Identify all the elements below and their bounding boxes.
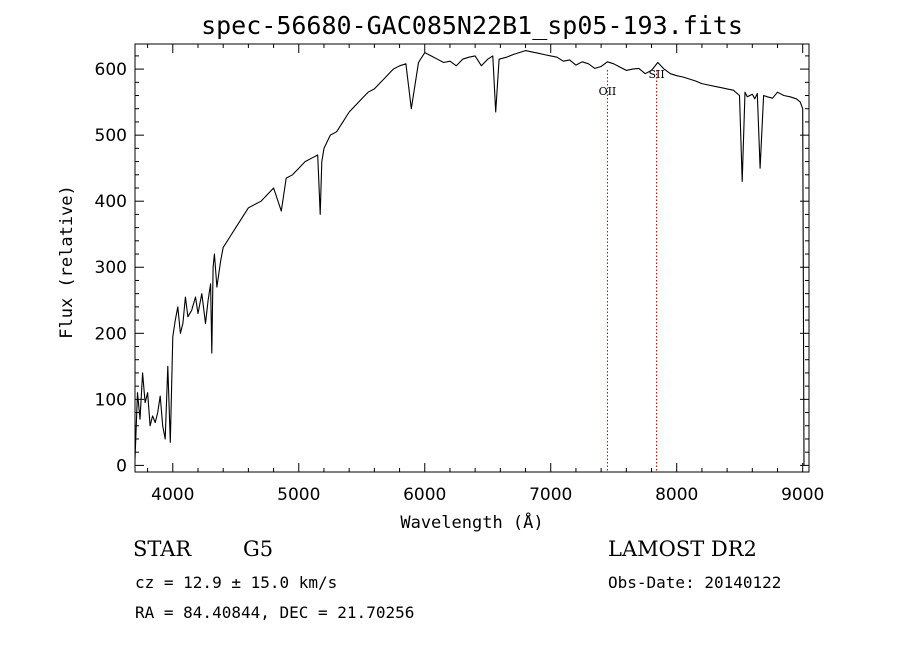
- y-tick-label: 0: [116, 456, 127, 476]
- y-tick-label: 400: [95, 192, 127, 212]
- coordinates-text: RA = 84.40844, DEC = 21.70256: [135, 603, 415, 622]
- survey-name: LAMOST DR2: [608, 537, 757, 561]
- obs-date-text: Obs-Date: 20140122: [608, 573, 782, 592]
- line-marker-label: SII: [648, 68, 664, 81]
- redshift-text: cz = 12.9 ± 15.0 km/s: [135, 573, 338, 592]
- x-tick-label: 7000: [529, 485, 572, 505]
- spectral-subclass: G5: [243, 537, 274, 561]
- chart-title: spec-56680-GAC085N22B1_sp05-193.fits: [201, 11, 743, 40]
- emission-line-markers: OII SII: [599, 68, 665, 472]
- y-tick-label: 100: [95, 390, 127, 410]
- y-tick-label: 600: [95, 60, 127, 80]
- y-tick-label: 200: [95, 324, 127, 344]
- x-tick-label: 8000: [655, 485, 698, 505]
- y-tick-label: 300: [95, 258, 127, 278]
- x-axis-label: Wavelength (Å): [400, 511, 543, 533]
- x-tick-label: 5000: [277, 485, 320, 505]
- line-marker-label: OII: [599, 85, 617, 98]
- y-axis-ticks: 0 100 200 300 400 500 600: [95, 55, 809, 476]
- x-axis-ticks: 4000 5000 6000 7000 8000 9000: [147, 44, 824, 505]
- x-tick-label: 6000: [403, 485, 446, 505]
- y-tick-label: 500: [95, 126, 127, 146]
- x-tick-label: 9000: [781, 485, 824, 505]
- plot-frame: [134, 43, 810, 473]
- object-type: STAR: [133, 537, 192, 561]
- spectrum-line: [134, 50, 805, 466]
- spectrum-series: [134, 50, 805, 466]
- x-tick-label: 4000: [151, 485, 194, 505]
- y-axis-label: Flux (relative): [57, 185, 77, 339]
